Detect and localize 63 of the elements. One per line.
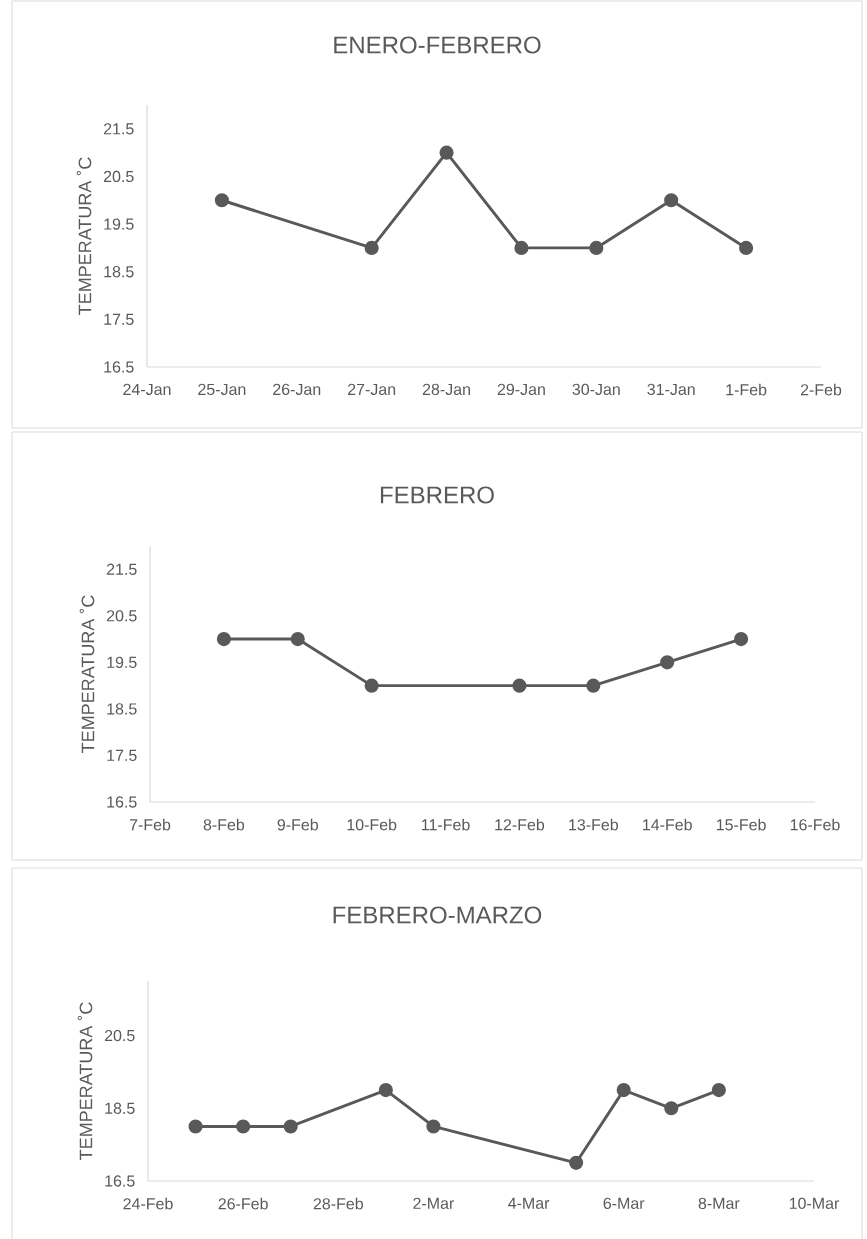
x-tick-label: 27-Jan — [348, 383, 396, 396]
x-tick-label: 15-Feb — [716, 818, 766, 831]
x-tick-label: 28-Jan — [422, 383, 470, 396]
x-tick-label: 31-Jan — [647, 383, 695, 396]
x-tick-label: 7-Feb — [129, 818, 171, 831]
x-tick-label: 16-Feb — [790, 818, 840, 831]
y-tick-label: 19.5 — [107, 656, 137, 669]
x-tick-label: 10-Mar — [789, 1197, 840, 1210]
y-tick-label: 17.5 — [104, 313, 134, 325]
chart-title: ENERO-FEBRERO — [334, 36, 541, 54]
y-tick-label: 19.5 — [104, 218, 134, 230]
y-tick-label: 18.5 — [107, 703, 137, 715]
x-tick-label: 30-Jan — [572, 383, 620, 396]
point — [660, 655, 675, 670]
point — [439, 145, 454, 160]
point — [364, 678, 379, 693]
y-axis-title: TEMPERATURA ˚C — [77, 1002, 93, 1160]
x-tick-label: 1-Feb — [726, 383, 767, 396]
y-axis-title: TEMPERATURA ˚C — [76, 157, 92, 315]
x-tick-label: 2-Feb — [800, 383, 842, 396]
x-tick-label: 8-Feb — [203, 818, 245, 831]
point — [589, 240, 604, 255]
x-tick-label: 8-Mar — [698, 1197, 740, 1210]
point — [734, 632, 749, 647]
y-tick-label: 16.5 — [105, 1175, 135, 1187]
y-tick-label: 16.5 — [104, 361, 134, 373]
x-tick-label: 26-Feb — [218, 1197, 268, 1210]
point — [512, 678, 527, 693]
point — [739, 240, 754, 255]
x-tick-label: 10-Feb — [347, 818, 397, 831]
y-tick-label: 20.5 — [103, 170, 134, 183]
x-tick-label: 11-Feb — [422, 818, 470, 831]
x-tick-label: 6-Mar — [603, 1197, 645, 1210]
chart-title: FEBRERO-MARZO — [333, 906, 542, 924]
x-tick-label: 4-Mar — [508, 1197, 550, 1209]
y-axis-title: TEMPERATURA ˚C — [79, 595, 95, 753]
point — [664, 193, 679, 208]
x-tick-label: 2-Mar — [413, 1197, 455, 1210]
x-tick-label: 26-Jan — [273, 383, 321, 396]
point — [364, 240, 379, 255]
y-tick-label: 18.5 — [105, 1102, 135, 1114]
y-tick-label: 18.5 — [104, 266, 134, 278]
y-tick-label: 16.5 — [107, 796, 137, 808]
x-tick-label: 14-Feb — [643, 818, 692, 831]
chart-title: FEBRERO — [380, 486, 494, 504]
x-tick-label: 9-Feb — [277, 818, 318, 831]
point — [290, 632, 305, 647]
y-tick-label: 20.5 — [104, 1029, 135, 1042]
x-tick-label: 24-Jan — [123, 383, 171, 396]
point — [214, 193, 229, 208]
x-tick-label: 13-Feb — [569, 818, 618, 831]
y-tick-label: 21.5 — [103, 123, 134, 135]
point — [514, 240, 529, 255]
point — [586, 678, 601, 693]
y-tick-label: 20.5 — [106, 610, 137, 622]
x-tick-label: 29-Jan — [497, 383, 545, 396]
point — [216, 632, 231, 647]
x-tick-label: 24-Feb — [123, 1197, 173, 1210]
x-tick-label: 12-Feb — [495, 818, 545, 831]
y-tick-label: 17.5 — [107, 749, 137, 762]
x-tick-label: 28-Feb — [313, 1197, 363, 1210]
x-tick-label: 25-Jan — [198, 383, 246, 396]
y-tick-label: 21.5 — [106, 563, 137, 575]
